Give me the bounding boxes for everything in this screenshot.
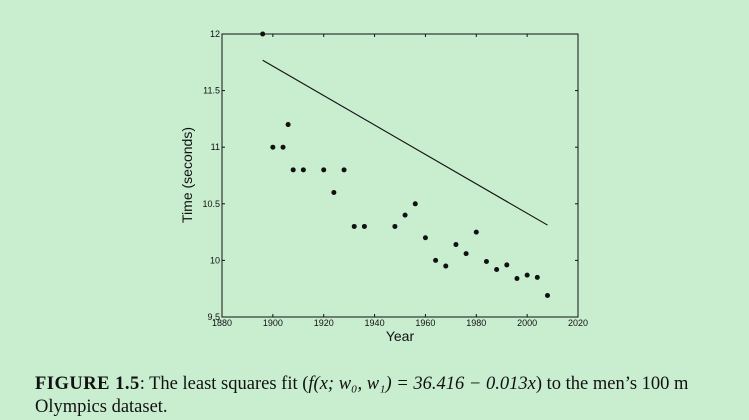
x-tick-label: 1980: [466, 318, 486, 328]
x-tick-label: 1960: [415, 318, 435, 328]
y-tick-label: 12: [210, 29, 220, 39]
y-axis-title: Time (seconds): [179, 127, 195, 223]
data-point: [524, 272, 530, 278]
data-point: [270, 144, 276, 150]
x-tick-label: 1880: [212, 318, 232, 328]
caption-text-after: ) to the men’s 100 m Olympics dataset.: [35, 374, 689, 417]
data-point: [341, 167, 347, 173]
data-point: [534, 274, 540, 280]
figure: 1880 1900 1920 1940 1960 1980 2000 2020 9.5 10 10…: [179, 29, 588, 344]
data-point: [290, 167, 296, 173]
y-tick-label: 9.5: [207, 312, 220, 322]
figure-label: FIGURE 1.5: [35, 374, 140, 394]
x-axis-title: Year: [386, 328, 415, 344]
data-point: [453, 242, 459, 248]
data-point: [392, 223, 398, 229]
data-point: [280, 144, 286, 150]
data-point: [504, 262, 510, 268]
figure-caption: FIGURE 1.5: The least squares fit (f(x; …: [35, 373, 740, 419]
data-point: [483, 259, 489, 265]
data-point: [361, 223, 367, 229]
y-tick-label: 10.5: [202, 199, 220, 209]
x-tick-label: 2000: [517, 318, 537, 328]
data-point: [463, 251, 469, 257]
data-points: [260, 31, 550, 298]
data-point: [321, 167, 327, 173]
data-point: [473, 229, 479, 235]
data-point: [433, 257, 439, 263]
data-point: [544, 292, 550, 298]
data-point: [402, 212, 408, 218]
plot-frame: [221, 33, 579, 318]
fit-line: [262, 59, 548, 226]
data-point: [494, 266, 500, 272]
y-tick-label: 10: [210, 255, 220, 265]
x-tick-label: 1940: [365, 318, 385, 328]
data-point: [300, 167, 306, 173]
data-point: [285, 122, 291, 128]
data-point: [351, 223, 357, 229]
x-tick-label: 1900: [263, 318, 283, 328]
x-ticks: 1880 1900 1920 1940 1960 1980 2000 2020: [212, 34, 588, 328]
caption-math: f(x; w₀, w₁) = 36.416 − 0.013x: [308, 374, 536, 394]
x-tick-label: 1920: [314, 318, 334, 328]
scatter-chart: 1880 1900 1920 1940 1960 1980 2000 2020 9.5 10 10…: [179, 29, 588, 344]
data-point: [443, 263, 449, 269]
y-tick-label: 11: [211, 142, 220, 152]
data-point: [331, 189, 337, 195]
x-tick-label: 2020: [568, 318, 588, 328]
y-tick-label: 11.5: [203, 86, 220, 96]
data-point: [260, 31, 266, 37]
data-point: [514, 276, 520, 282]
y-ticks: 9.5 10 10.5 11 11.5 12: [202, 29, 578, 322]
data-point: [412, 201, 418, 207]
caption-text-before: : The least squares fit (: [139, 374, 309, 394]
data-point: [422, 235, 428, 241]
